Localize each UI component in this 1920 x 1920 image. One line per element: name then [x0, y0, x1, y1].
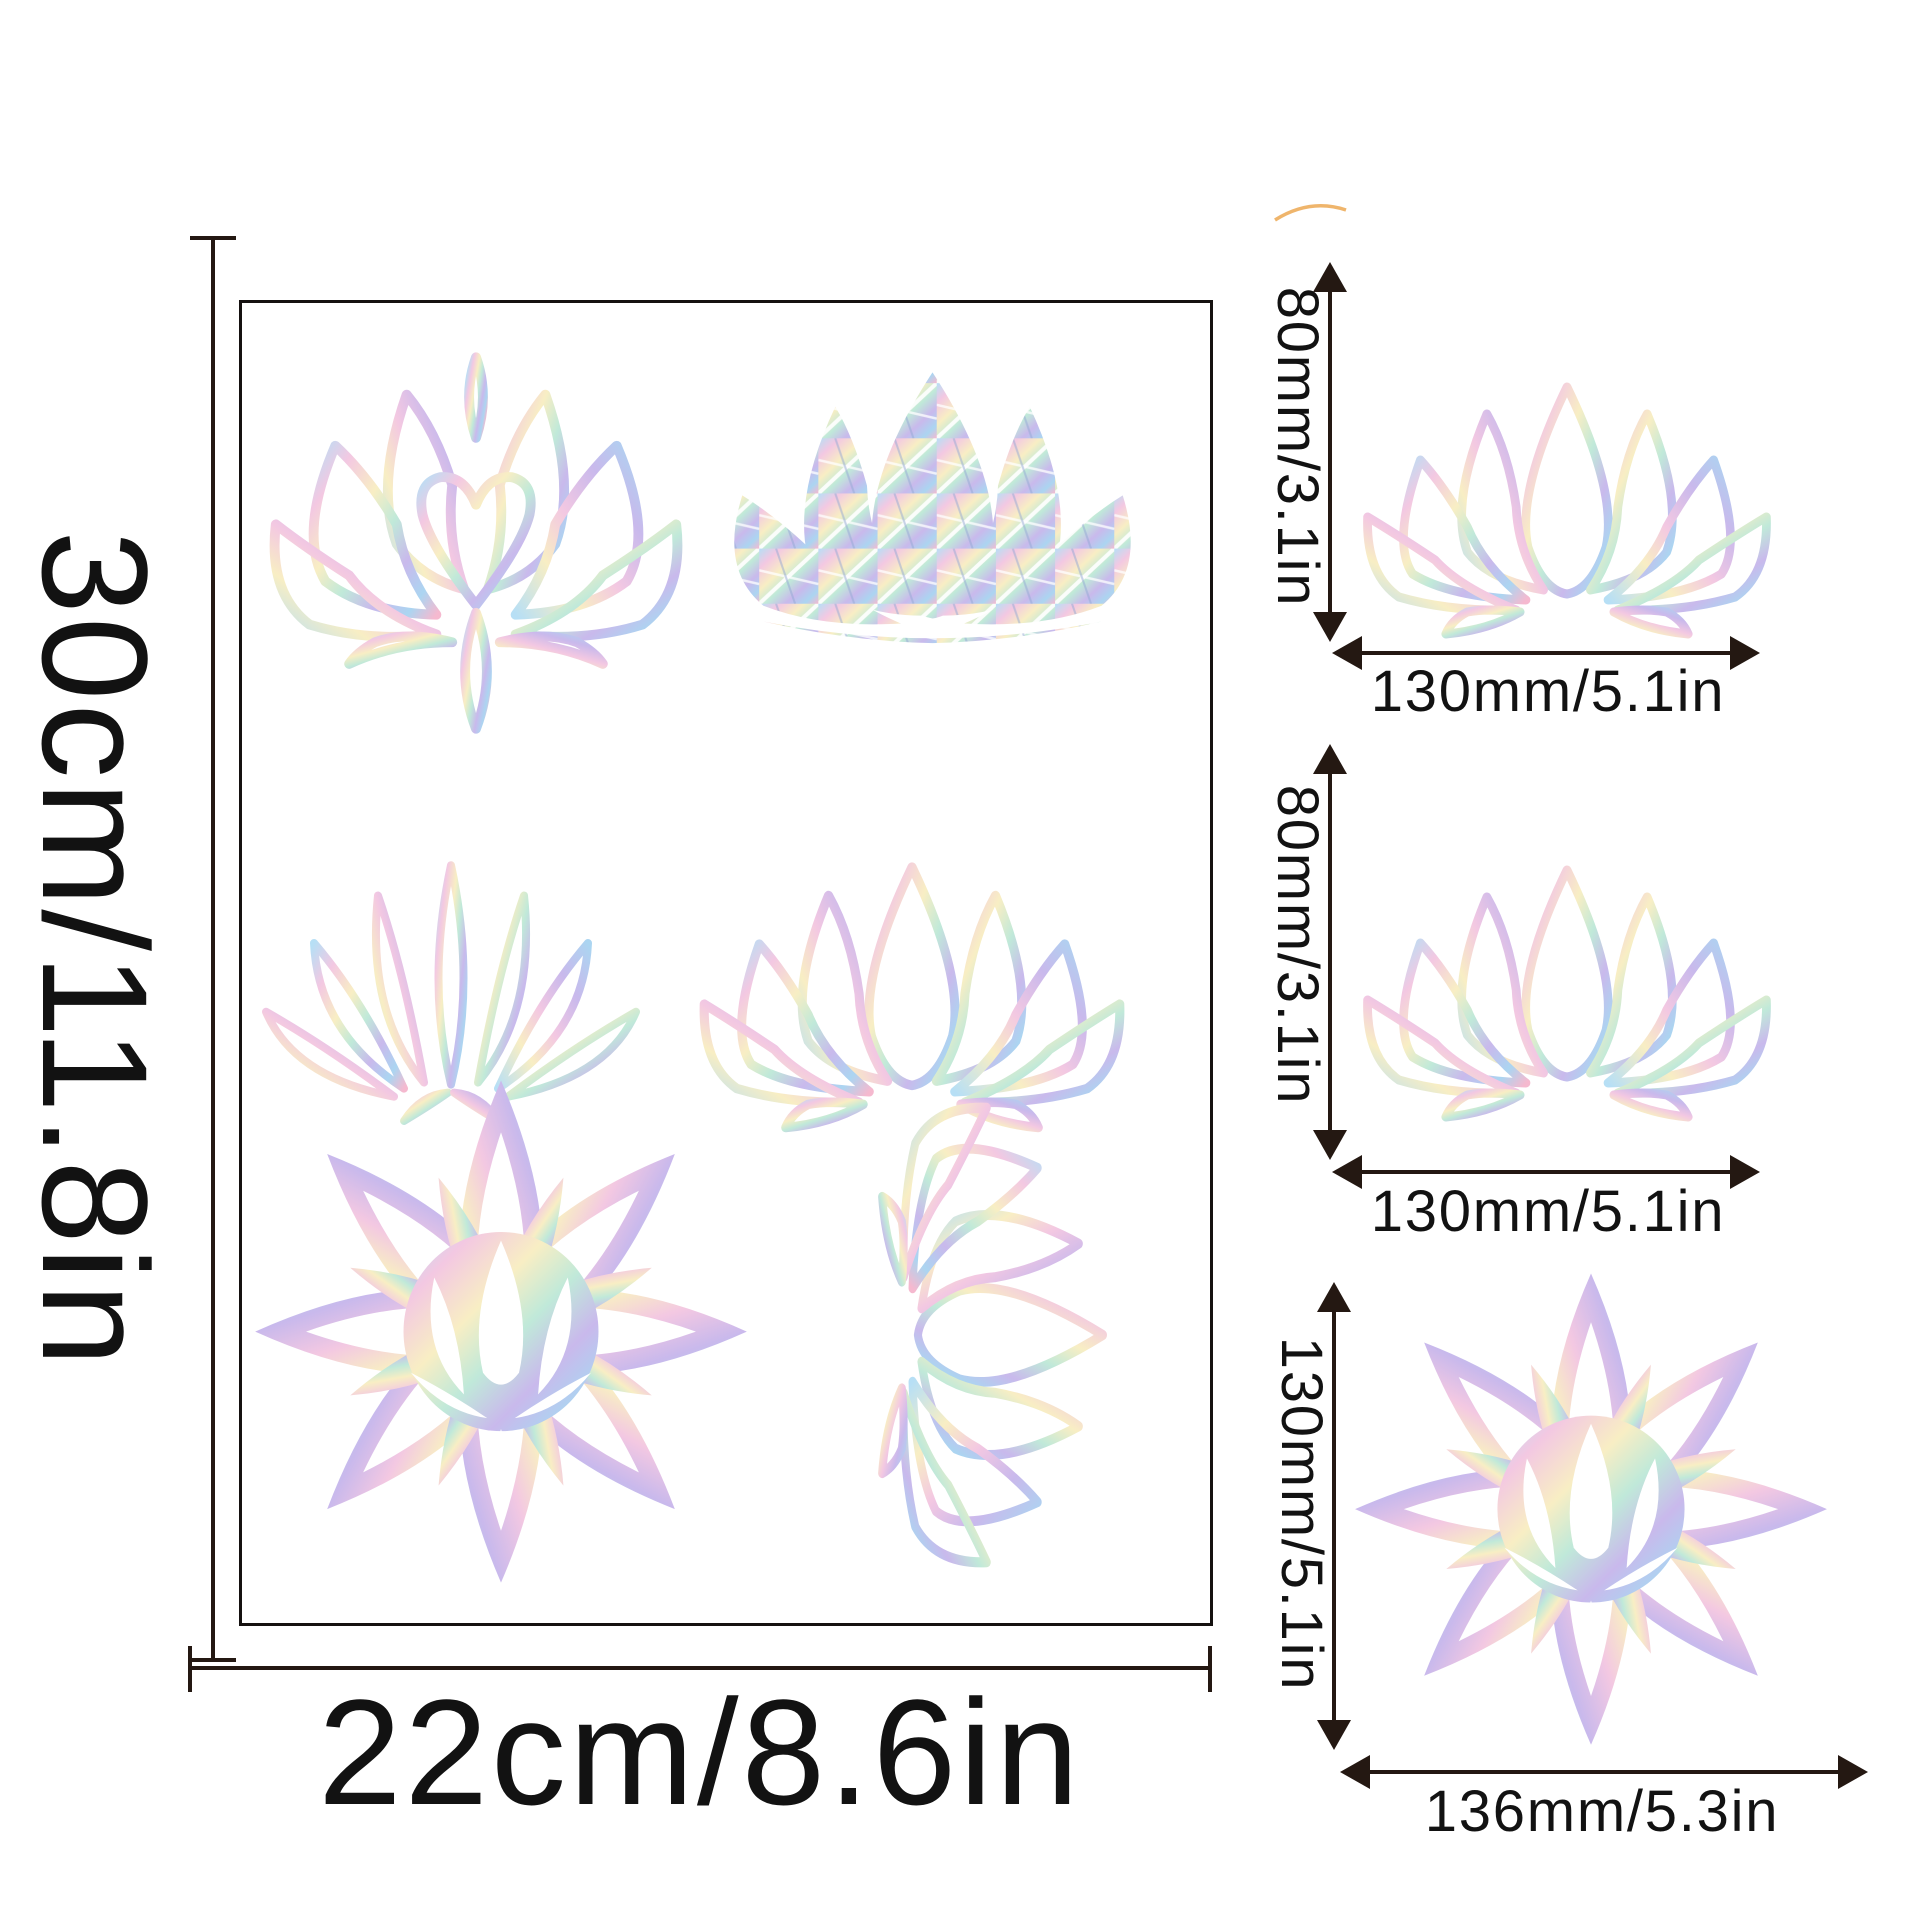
dimension-line [1332, 1308, 1336, 1720]
sheet-design-lotus-half [875, 1090, 1170, 1580]
faint-orange-arc [1274, 204, 1347, 222]
arrow-left-icon [1332, 636, 1362, 670]
sheet-design-lotus-classic [688, 788, 1136, 1136]
figure3-height-label: 130mm/5.1in [1269, 1336, 1334, 1692]
sheet-design-lotus-outline [258, 318, 694, 770]
dimension-line [1366, 1770, 1842, 1774]
sheet-width-label: 22cm/8.6in [318, 1668, 1082, 1836]
sheet-design-lotus-mandala [252, 1048, 750, 1600]
figure2-width-label: 130mm/5.1in [1370, 1179, 1726, 1244]
arrow-up-icon [1313, 744, 1347, 774]
dimension-line [1358, 651, 1734, 655]
arrow-left-icon [1340, 1755, 1370, 1789]
figure1-height-label: 80mm/3.1in [1265, 286, 1330, 608]
figure1-width-label: 130mm/5.1in [1370, 659, 1726, 724]
sheet-design-lotus-mosaic [734, 372, 1131, 644]
arrow-up-icon [1313, 262, 1347, 292]
decal-lotus-classic-1 [1352, 312, 1782, 642]
dimension-line [211, 238, 215, 1662]
decal-lotus-classic-2 [1352, 795, 1782, 1125]
dimension-cap [1208, 1646, 1212, 1692]
arrow-right-icon [1730, 636, 1760, 670]
arrow-left-icon [1332, 1155, 1362, 1189]
arrow-right-icon [1838, 1755, 1868, 1789]
figure3-width-label: 136mm/5.3in [1424, 1779, 1780, 1844]
arrow-up-icon [1317, 1282, 1351, 1312]
figure2-height-label: 80mm/3.1in [1265, 784, 1330, 1106]
arrow-right-icon [1730, 1155, 1760, 1189]
decal-lotus-mandala [1352, 1243, 1830, 1761]
sheet-height-label: 30cm/11.8in [11, 530, 179, 1370]
dimension-line [190, 1666, 1212, 1670]
dimension-line [1328, 288, 1332, 616]
arrow-down-icon [1317, 1720, 1351, 1750]
dimension-cap [190, 1658, 236, 1662]
dimension-line [1358, 1170, 1734, 1174]
dimension-line [1328, 770, 1332, 1132]
